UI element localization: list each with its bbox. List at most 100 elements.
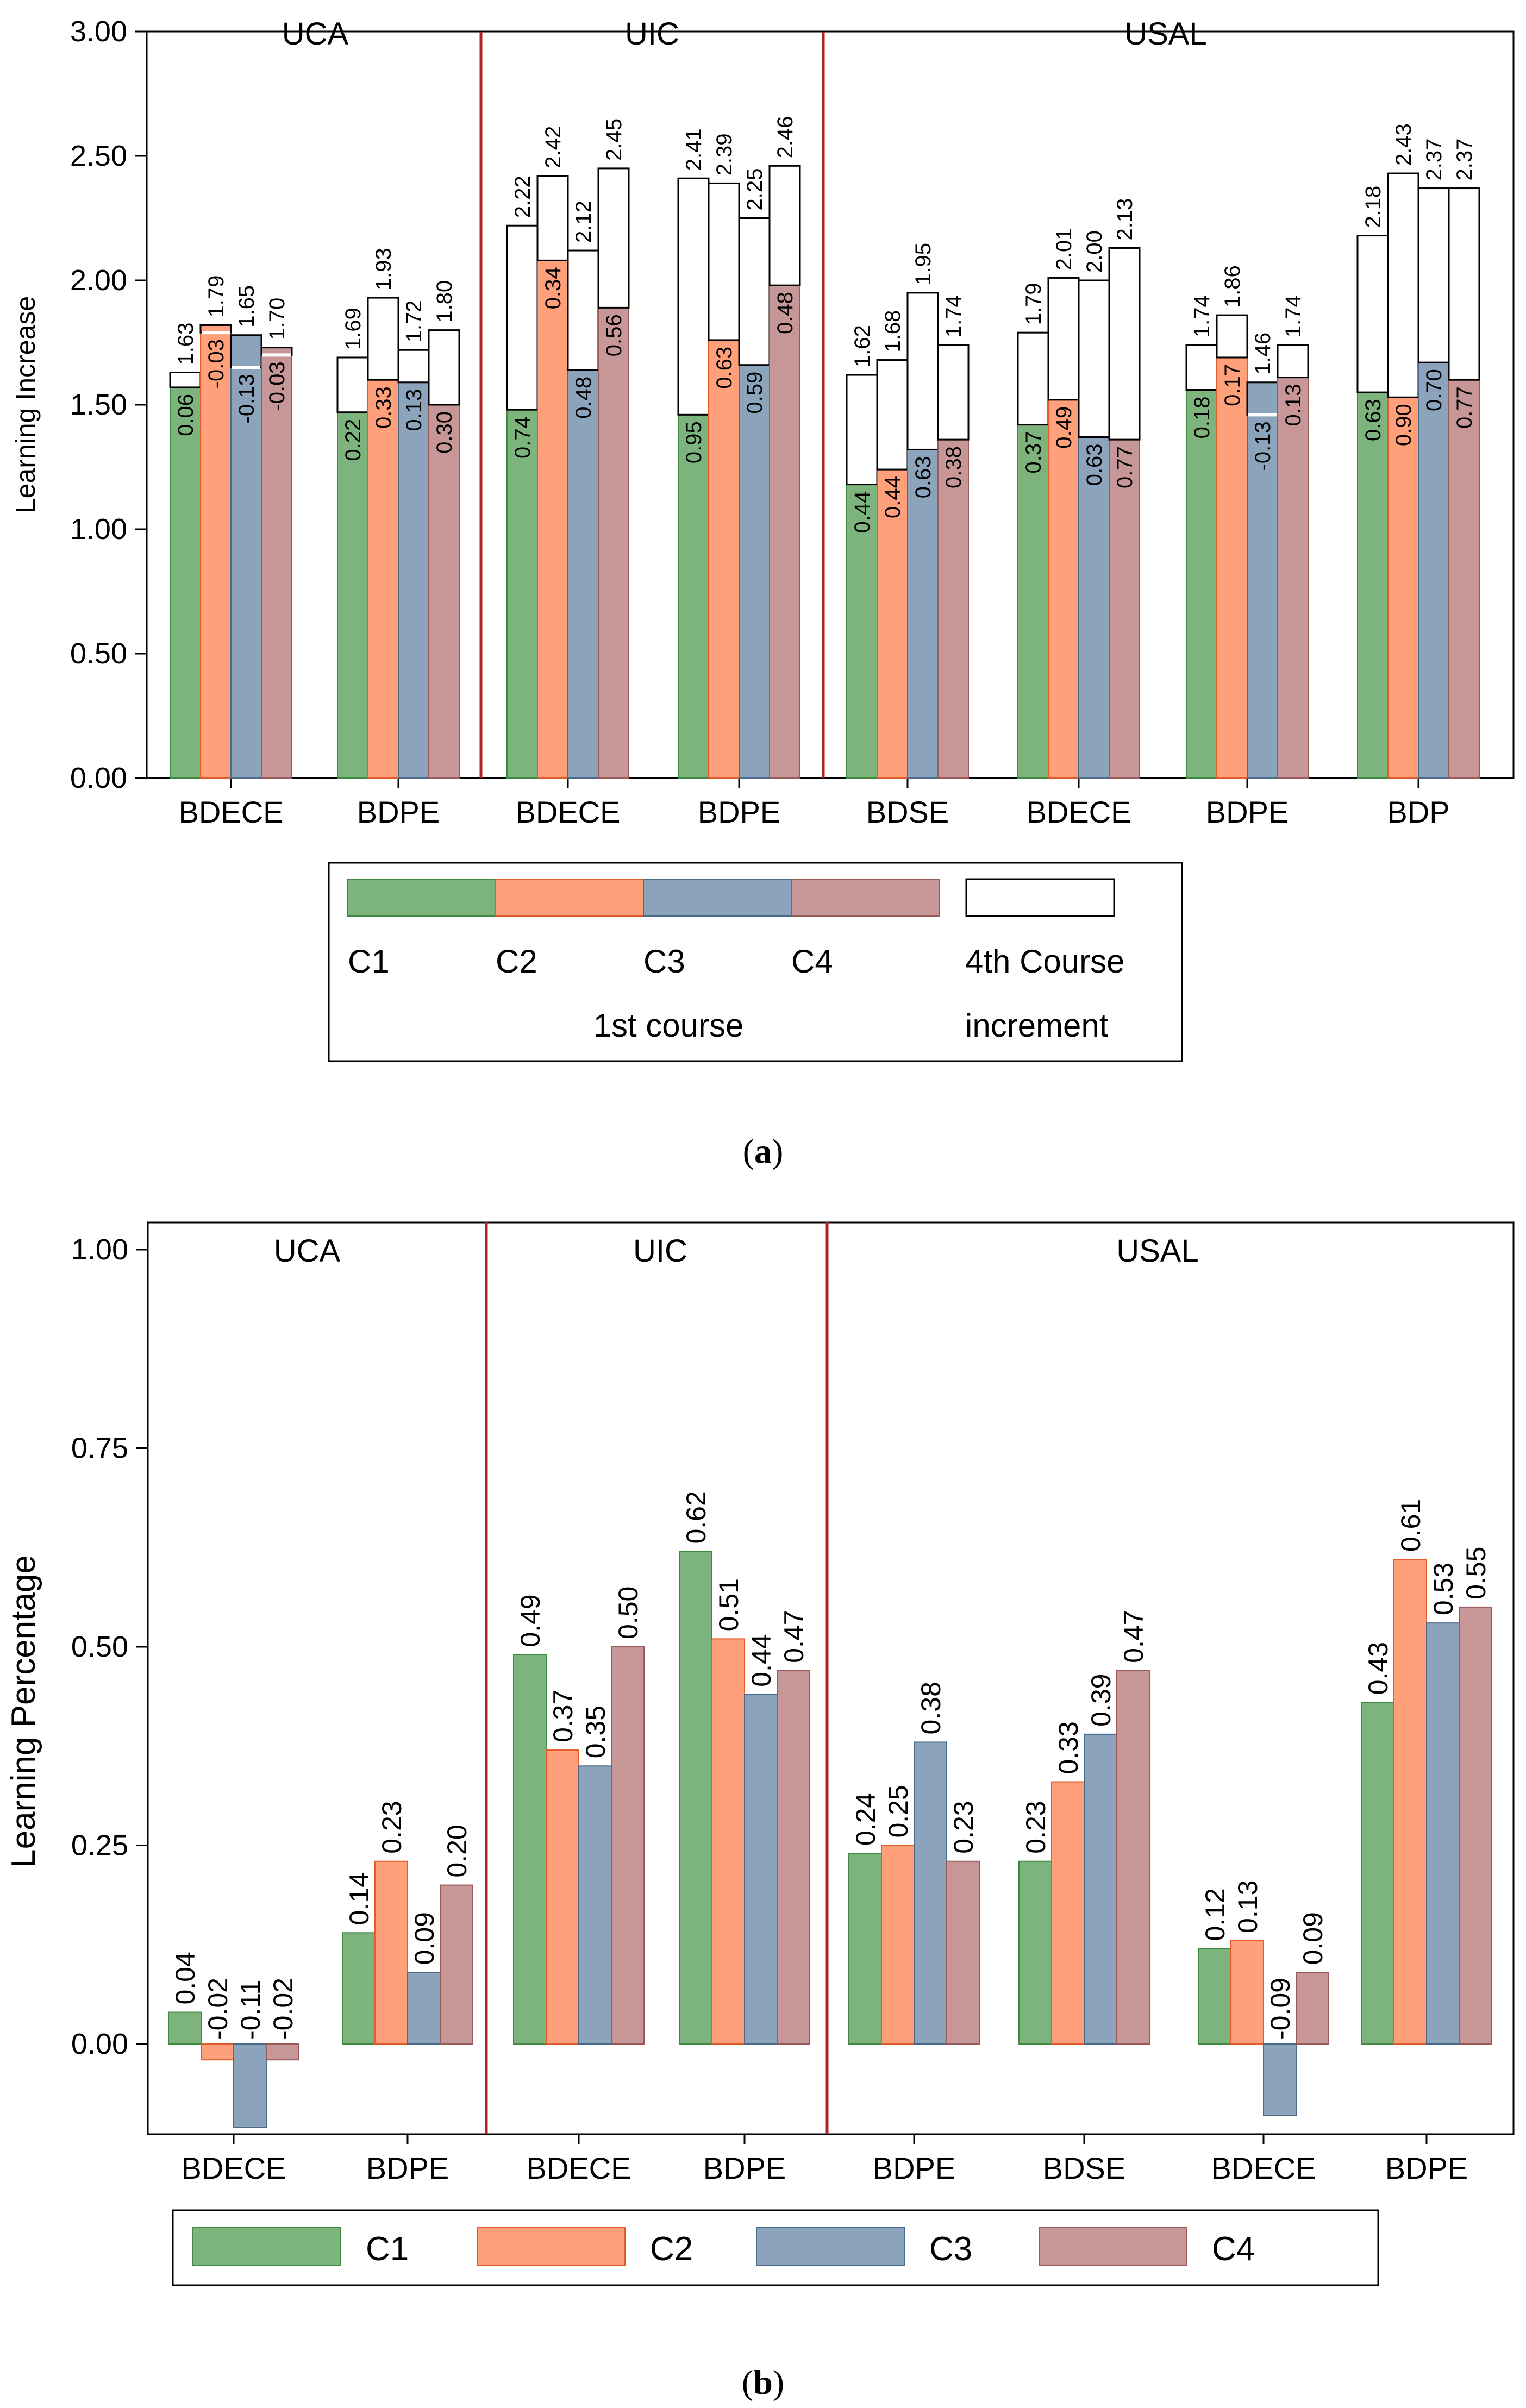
increment-label: -0.13: [235, 374, 259, 423]
value-label: -0.02: [268, 1978, 298, 2040]
bar-increment-C4: [937, 344, 970, 441]
total-label: 2.00: [1083, 230, 1106, 273]
value-label: 0.33: [1053, 1721, 1084, 1774]
bar-increment-C1: [1356, 235, 1389, 393]
y-axis-label-a: Learning Increase: [10, 296, 41, 513]
total-label: 1.86: [1221, 265, 1244, 308]
increment-label: 0.90: [1392, 404, 1416, 446]
total-label: 2.41: [682, 128, 706, 171]
total-label: 2.12: [572, 200, 596, 243]
bar-increment-C3: [397, 349, 430, 384]
bar-first-course-C2: [708, 339, 740, 779]
bar-C2: [711, 1638, 745, 2045]
bar-increment-C4: [1448, 187, 1480, 381]
bar-C2: [201, 2043, 234, 2061]
total-label: 2.42: [541, 126, 565, 168]
bar-first-course-C1: [506, 409, 538, 779]
increment-label: 0.77: [1453, 386, 1477, 429]
bar-first-course-C2: [537, 260, 568, 779]
total-label: 1.65: [235, 285, 259, 328]
bar-first-course-C1: [170, 386, 201, 779]
legend-label-C3: C3: [643, 943, 685, 980]
increment-label: 0.95: [682, 421, 706, 463]
increment-label: 0.34: [541, 267, 565, 309]
bar-increment-C1: [1185, 344, 1218, 391]
bar-increment-C2: [1387, 172, 1419, 398]
bar-first-course-C4: [428, 404, 460, 779]
bar-increment-C2: [876, 359, 909, 471]
total-label: 2.13: [1113, 198, 1137, 241]
bar-increment-C2: [708, 182, 740, 341]
increment-label: 0.70: [1422, 369, 1446, 411]
bar-first-course-C4: [1277, 377, 1309, 779]
y-tick-label-b: 0.25: [71, 1829, 128, 1862]
bar-first-course-C1: [1017, 424, 1049, 779]
value-label: 0.61: [1396, 1499, 1426, 1552]
x-category-label-a: BDPE: [698, 795, 781, 829]
value-label: 0.53: [1428, 1563, 1459, 1615]
bar-increment-C3: [738, 217, 771, 366]
bar-C3: [744, 1694, 778, 2045]
value-label: 0.50: [613, 1586, 643, 1639]
bar-first-course-C1: [1186, 389, 1217, 779]
group-label-b: USAL: [1116, 1233, 1199, 1269]
bar-C2: [374, 1860, 408, 2045]
legend-label-b-C2: C2: [650, 2230, 693, 2268]
total-label: 2.45: [602, 118, 626, 161]
increment-label: 0.59: [743, 372, 767, 414]
y-tick-label-b: 1.00: [71, 1233, 128, 1266]
x-category-label-a: BDECE: [179, 795, 284, 829]
bar-first-course-C3: [1078, 436, 1110, 779]
bar-C4: [440, 1884, 473, 2045]
bar-C1: [513, 1654, 547, 2045]
value-label: 0.23: [377, 1801, 407, 1853]
total-label: 1.46: [1251, 333, 1275, 375]
bar-C4: [1459, 1606, 1492, 2045]
value-label: 0.35: [580, 1705, 611, 1758]
total-label: 1.95: [911, 243, 935, 285]
group-label-a: USAL: [1124, 16, 1207, 52]
caption-a: (a): [742, 1132, 784, 1170]
value-label: -0.11: [235, 1980, 266, 2040]
increment-label: 0.48: [572, 377, 596, 419]
total-label: 2.39: [712, 134, 736, 176]
value-label: 0.62: [681, 1491, 711, 1544]
bar-first-course-C3: [739, 364, 770, 779]
increment-label: 0.17: [1221, 364, 1244, 406]
x-category-label-b: BDPE: [703, 2151, 786, 2185]
total-label: 2.37: [1453, 139, 1477, 181]
bar-C3: [1263, 2043, 1297, 2116]
group-label-b: UCA: [274, 1233, 341, 1269]
legend-label-b-C1: C1: [366, 2230, 409, 2268]
bar-increment-C2: [367, 297, 399, 381]
y-tick-label-b: 0.75: [71, 1432, 128, 1465]
bar-first-course-C2: [367, 379, 399, 779]
x-category-label-a: BDSE: [866, 795, 949, 829]
bar-first-course-C1: [846, 484, 878, 779]
bar-C1: [342, 1932, 376, 2045]
y-tick-label-a: 3.00: [70, 15, 127, 48]
total-label: 1.69: [341, 308, 365, 350]
x-category-label-a: BDECE: [516, 795, 621, 829]
bar-C1: [1361, 1702, 1394, 2045]
total-label: 1.74: [1190, 295, 1214, 337]
value-label: 0.47: [1118, 1610, 1149, 1663]
bar-increment-C1: [169, 371, 202, 388]
total-label: 1.74: [942, 295, 966, 337]
group-label-a: UIC: [625, 16, 679, 52]
value-label: 0.39: [1086, 1673, 1116, 1726]
increment-label: 0.06: [174, 394, 198, 436]
bar-increment-C1: [336, 356, 369, 413]
increment-label: 0.44: [850, 491, 874, 534]
total-label: 1.80: [433, 280, 456, 323]
bar-increment-C4: [1277, 344, 1309, 379]
bar-first-course-C4: [261, 347, 292, 779]
total-label: 1.74: [1281, 295, 1305, 337]
legend-swatch-b-C3: [756, 2227, 905, 2266]
value-label: -0.02: [203, 1978, 233, 2040]
y-tick-label-b: 0.50: [71, 1631, 128, 1663]
bar-C2: [881, 1845, 915, 2045]
value-label: 0.47: [779, 1610, 809, 1663]
group-label-b: UIC: [633, 1233, 687, 1269]
total-label: 1.63: [174, 323, 198, 365]
